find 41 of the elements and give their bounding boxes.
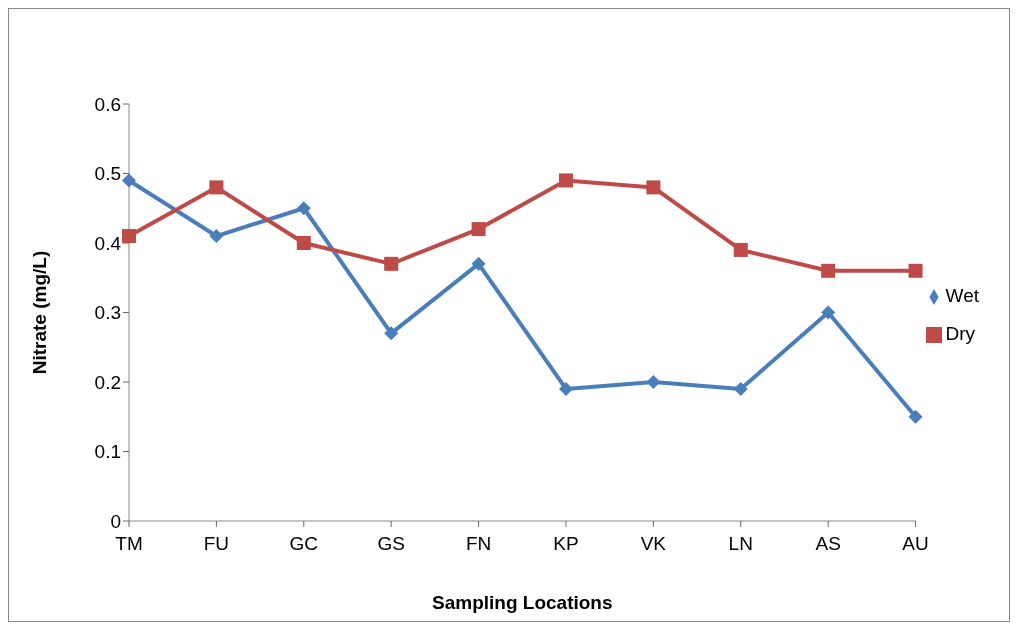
x-tick-label: GS bbox=[377, 533, 405, 555]
y-tick-label: 0.2 bbox=[94, 371, 121, 393]
point bbox=[471, 222, 486, 237]
point bbox=[558, 173, 573, 188]
point bbox=[122, 229, 136, 244]
y-tick-label: 0.4 bbox=[94, 232, 122, 254]
point bbox=[384, 256, 399, 271]
x-tick-label: FU bbox=[203, 533, 230, 555]
point bbox=[296, 236, 311, 250]
point bbox=[209, 180, 224, 195]
point bbox=[558, 381, 573, 396]
x-tick-label: TM bbox=[115, 533, 143, 555]
point bbox=[209, 229, 224, 244]
point bbox=[733, 381, 748, 396]
y-tick-label: 0.1 bbox=[94, 441, 121, 463]
y-axis-title: Nitrate (mg/L) bbox=[28, 250, 50, 375]
x-tick-label: FN bbox=[465, 533, 492, 555]
point bbox=[733, 242, 748, 257]
point bbox=[471, 256, 486, 271]
point bbox=[908, 409, 923, 424]
point bbox=[821, 263, 836, 278]
point bbox=[384, 326, 399, 341]
x-tick-label: LN bbox=[728, 533, 753, 555]
x-tick-label: VK bbox=[640, 533, 667, 555]
point bbox=[646, 375, 661, 389]
y-tick-label: 0 bbox=[110, 510, 121, 532]
y-tick-label: 0.5 bbox=[94, 163, 121, 185]
x-tick-label: KP bbox=[553, 533, 579, 555]
legend-label: Dry bbox=[945, 323, 976, 344]
y-tick-label: 0.6 bbox=[94, 93, 121, 115]
x-tick-label: AU bbox=[902, 533, 929, 555]
y-tick-label: 0.3 bbox=[94, 302, 121, 324]
point bbox=[296, 201, 311, 216]
point bbox=[122, 173, 136, 188]
x-tick-label: AS bbox=[815, 533, 841, 555]
legend-label: Wet bbox=[945, 285, 979, 306]
x-axis-title: Sampling Locations bbox=[432, 592, 613, 613]
point bbox=[646, 180, 661, 195]
point bbox=[821, 305, 836, 320]
x-tick-label: GC bbox=[289, 533, 319, 555]
point bbox=[908, 263, 923, 278]
